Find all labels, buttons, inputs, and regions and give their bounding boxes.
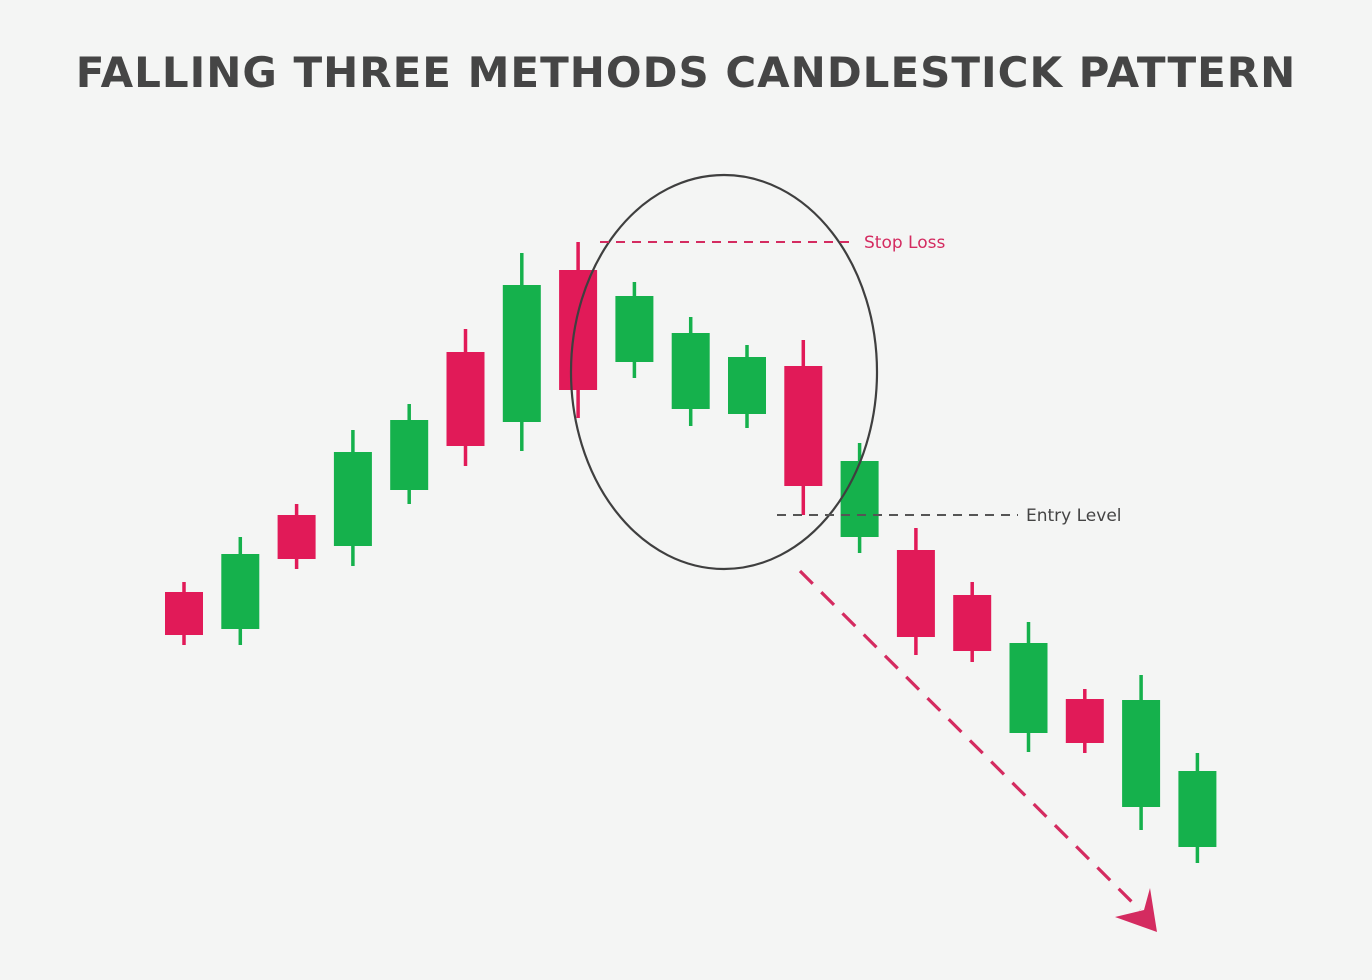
candle-body (728, 357, 766, 414)
candle-body (446, 352, 485, 446)
candle-14-bearish (896, 528, 935, 655)
candle-body (559, 270, 598, 390)
candle-body (1065, 699, 1104, 743)
chart-title: FALLING THREE METHODS CANDLESTICK PATTER… (75, 48, 1297, 97)
candle-body (1178, 771, 1217, 847)
candle-16-bullish (1009, 622, 1048, 752)
candle-body (333, 452, 372, 546)
stop-loss-label: Stop Loss (864, 233, 945, 253)
candle-body (1122, 700, 1161, 807)
candle-body (784, 366, 823, 486)
candle-body (390, 420, 429, 490)
candles-group (165, 242, 1217, 863)
candle-19-bullish (1178, 753, 1217, 863)
candle-8-bearish (559, 242, 598, 418)
candle-12-bearish (784, 340, 823, 515)
candle-5-bullish (390, 404, 429, 504)
candle-body (277, 515, 316, 559)
candle-body (1009, 643, 1048, 733)
candle-7-bullish (502, 253, 541, 451)
trend-arrowhead (1115, 888, 1157, 932)
candle-body (840, 461, 879, 537)
trend-arrow (798, 569, 1157, 932)
candle-body (502, 285, 541, 422)
candle-13-bullish (840, 443, 879, 553)
candle-1-bearish (165, 582, 203, 645)
pattern-highlight-ellipse (569, 173, 879, 571)
candle-10-bullish (671, 317, 710, 426)
candle-body (165, 592, 203, 635)
candle-11-bullish (728, 345, 766, 428)
candle-body (221, 554, 260, 629)
trend-arrow-shaft (798, 569, 1142, 912)
candle-15-bearish (953, 582, 992, 662)
candle-body (896, 550, 935, 637)
entry-level-label: Entry Level (1026, 506, 1122, 526)
candle-3-bearish (277, 504, 316, 569)
candle-17-bearish (1065, 689, 1104, 753)
candle-body (615, 296, 654, 362)
candle-body (953, 595, 992, 651)
candle-9-bullish (615, 282, 654, 378)
candle-2-bullish (221, 537, 260, 645)
candle-6-bearish (446, 329, 485, 466)
candle-4-bullish (333, 430, 372, 566)
candle-18-bullish (1122, 675, 1161, 830)
candle-body (671, 333, 710, 409)
